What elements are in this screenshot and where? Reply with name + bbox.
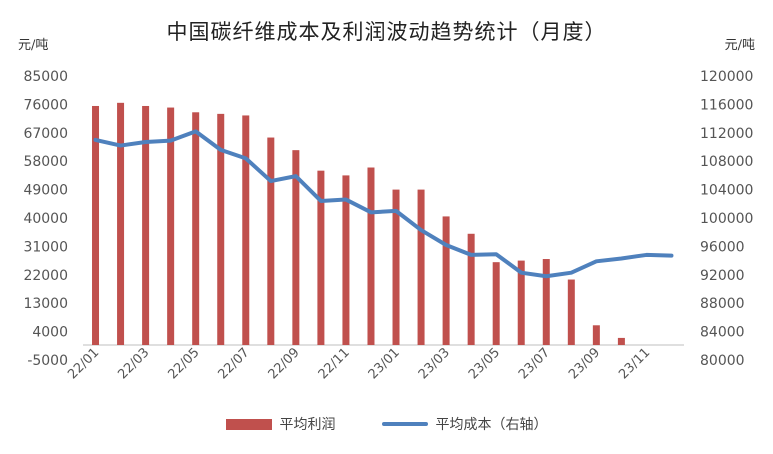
x-tick-label: 22/07 <box>215 345 252 382</box>
legend-swatch-bar <box>225 418 272 430</box>
x-axis-ticks: 22/01 22/03 22/05 22/07 22/09 22/11 23/01 23/03… <box>65 345 653 382</box>
profit-bar <box>142 105 150 345</box>
x-tick-label: 22/05 <box>165 345 202 382</box>
cost-line <box>93 129 674 279</box>
left-tick-label: 49000 <box>23 183 68 199</box>
profit-bar <box>542 259 550 345</box>
x-tick-label: 23/07 <box>516 345 553 382</box>
profit-bar <box>467 233 475 345</box>
chart-title: 中国碳纤维成本及利润波动趋势统计（月度） <box>166 20 607 44</box>
x-tick-label: 23/05 <box>466 345 503 382</box>
profit-bar <box>92 105 100 345</box>
profit-bar <box>492 262 500 345</box>
profit-bar <box>217 113 225 345</box>
right-tick-label: 96000 <box>700 239 745 255</box>
profit-bar <box>417 189 425 345</box>
profit-bar <box>342 175 350 345</box>
left-tick-label: 40000 <box>23 211 68 227</box>
left-tick-label: 4000 <box>32 325 68 341</box>
right-tick-label: 104000 <box>700 183 753 199</box>
right-tick-label: 80000 <box>700 353 745 369</box>
profit-bar <box>367 167 375 345</box>
right-tick-label: 116000 <box>700 97 753 113</box>
left-axis-unit: 元/吨 <box>18 38 49 53</box>
legend-item-cost: 平均成本（右轴） <box>381 414 548 434</box>
right-tick-label: 88000 <box>700 296 745 312</box>
x-tick-label: 22/03 <box>115 345 152 382</box>
legend-label-profit: 平均利润 <box>279 417 336 433</box>
x-tick-label: 23/09 <box>566 345 603 382</box>
profit-bar <box>517 260 525 345</box>
right-tick-label: 108000 <box>700 154 753 170</box>
left-tick-label: 67000 <box>23 126 68 142</box>
legend-swatch-line <box>381 422 428 426</box>
profit-bar <box>167 107 175 345</box>
profit-bar <box>442 216 450 345</box>
x-tick-label: 22/09 <box>266 345 303 382</box>
profit-bar <box>617 337 625 345</box>
left-tick-label: 13000 <box>23 296 68 312</box>
legend-item-profit: 平均利润 <box>225 414 336 434</box>
x-tick-label: 22/11 <box>316 345 353 382</box>
right-tick-label: 92000 <box>700 268 745 284</box>
left-tick-label: 22000 <box>23 268 68 284</box>
bar-series <box>92 102 625 346</box>
left-tick-label: 85000 <box>23 69 68 85</box>
left-tick-label: 58000 <box>23 154 68 170</box>
left-tick-label: -5000 <box>27 353 68 369</box>
profit-bar <box>292 150 300 345</box>
left-tick-label: 76000 <box>23 97 68 113</box>
right-axis-ticks: 80000 84000 88000 92000 96000 100000 104000 108… <box>700 69 753 369</box>
right-tick-label: 100000 <box>700 211 753 227</box>
profit-bar <box>567 279 575 345</box>
right-tick-label: 120000 <box>700 69 753 85</box>
profit-bar <box>592 325 600 345</box>
legend: 平均利润 平均成本（右轴） <box>0 414 773 434</box>
x-tick-label: 23/01 <box>366 345 403 382</box>
profit-bar <box>267 137 275 345</box>
profit-bar <box>242 115 250 345</box>
profit-bar <box>317 170 325 345</box>
right-tick-label: 84000 <box>700 325 745 341</box>
left-axis-ticks: -5000 4000 13000 22000 31000 40000 49000 58000 6… <box>23 69 68 369</box>
x-tick-label: 23/03 <box>416 345 453 382</box>
right-tick-label: 112000 <box>700 126 753 142</box>
x-tick-label: 22/01 <box>65 345 102 382</box>
right-axis-unit: 元/吨 <box>724 38 755 53</box>
legend-label-cost: 平均成本（右轴） <box>435 417 548 433</box>
line-series <box>93 129 674 279</box>
left-tick-label: 31000 <box>23 239 68 255</box>
profit-bar <box>192 112 200 346</box>
profit-bar <box>392 189 400 345</box>
profit-bar <box>117 102 125 345</box>
x-tick-label: 23/11 <box>616 345 653 382</box>
